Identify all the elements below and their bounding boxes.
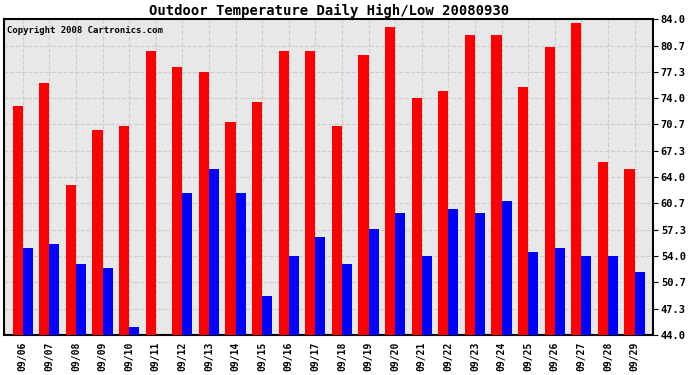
- Bar: [465, 35, 475, 335]
- Bar: [571, 23, 582, 335]
- Bar: [129, 327, 139, 335]
- Bar: [199, 72, 209, 335]
- Bar: [438, 90, 449, 335]
- Bar: [235, 193, 246, 335]
- Bar: [582, 256, 591, 335]
- Bar: [103, 268, 112, 335]
- Bar: [502, 201, 512, 335]
- Bar: [209, 170, 219, 335]
- Bar: [92, 130, 103, 335]
- Title: Outdoor Temperature Daily High/Low 20080930: Outdoor Temperature Daily High/Low 20080…: [148, 4, 509, 18]
- Bar: [12, 106, 23, 335]
- Bar: [315, 237, 326, 335]
- Bar: [412, 98, 422, 335]
- Bar: [262, 296, 273, 335]
- Bar: [279, 51, 289, 335]
- Bar: [544, 47, 555, 335]
- Bar: [385, 27, 395, 335]
- Bar: [39, 82, 50, 335]
- Bar: [76, 264, 86, 335]
- Bar: [395, 213, 405, 335]
- Bar: [66, 185, 76, 335]
- Bar: [146, 51, 156, 335]
- Bar: [624, 170, 635, 335]
- Bar: [23, 248, 33, 335]
- Bar: [289, 256, 299, 335]
- Bar: [475, 213, 485, 335]
- Bar: [359, 55, 368, 335]
- Bar: [518, 87, 528, 335]
- Bar: [635, 272, 644, 335]
- Bar: [342, 264, 352, 335]
- Bar: [555, 248, 565, 335]
- Bar: [305, 51, 315, 335]
- Bar: [528, 252, 538, 335]
- Bar: [491, 35, 502, 335]
- Bar: [422, 256, 432, 335]
- Bar: [182, 193, 193, 335]
- Bar: [226, 122, 235, 335]
- Text: Copyright 2008 Cartronics.com: Copyright 2008 Cartronics.com: [8, 26, 164, 35]
- Bar: [368, 229, 379, 335]
- Bar: [50, 244, 59, 335]
- Bar: [172, 67, 182, 335]
- Bar: [448, 209, 458, 335]
- Bar: [332, 126, 342, 335]
- Bar: [608, 256, 618, 335]
- Bar: [598, 162, 608, 335]
- Bar: [252, 102, 262, 335]
- Bar: [119, 126, 129, 335]
